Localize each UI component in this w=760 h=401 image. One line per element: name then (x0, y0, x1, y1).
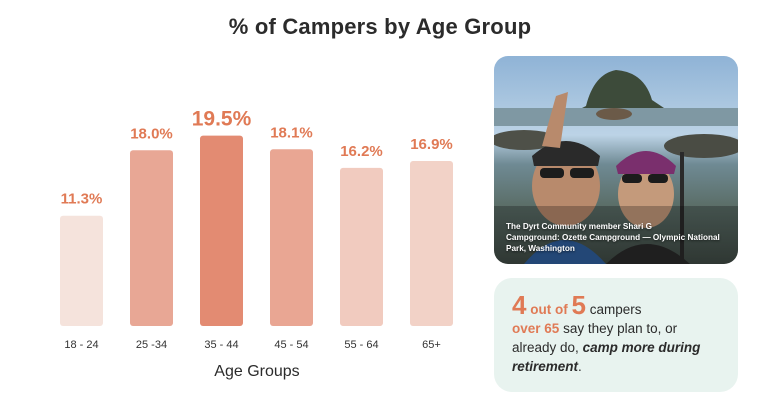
bar-35-44 (200, 135, 243, 326)
value-label: 11.3% (61, 191, 103, 208)
caption-campground: Campground: Ozette Campground — Olympic … (506, 233, 720, 253)
value-label: 18.1% (270, 124, 313, 141)
stat-number-4: 4 (512, 290, 527, 320)
stat-emphasis: camp more during retirement (512, 340, 701, 374)
chart-title: % of Campers by Age Group (228, 14, 532, 39)
stat-text: say they plan to, or already do, (512, 321, 678, 355)
value-label: 16.9% (410, 136, 453, 153)
category-label: 35 - 44 (204, 339, 238, 351)
stat-campers: campers (589, 302, 642, 317)
stat-out-of: out of (530, 302, 568, 317)
bar-65+ (410, 161, 453, 326)
bar-chart: 11.3% 18 - 24 18.0% 25 -34 19.5% 35 - 44 18.1%… (60, 108, 453, 380)
caption-member: The Dyrt Community member Shari G (506, 222, 653, 231)
category-label: 55 - 64 (344, 339, 378, 351)
category-label: 45 - 54 (274, 339, 308, 351)
photo-caption: The Dyrt Community member Shari G Campgr… (506, 221, 730, 254)
bar-55-64 (340, 167, 383, 326)
value-label: 16.2% (340, 143, 383, 160)
camper-photo: The Dyrt Community member Shari G Campgr… (494, 56, 738, 264)
stat-number-5: 5 (571, 290, 586, 320)
value-label: 19.5% (192, 108, 252, 131)
bar-45-54 (270, 149, 313, 326)
bar-25-34 (130, 150, 173, 326)
stat-callout-card: 4 out of 5 campers over 65 say they plan… (494, 278, 738, 392)
photo-illustration (494, 70, 738, 264)
category-label: 25 -34 (136, 339, 167, 351)
bar-18-24 (60, 215, 103, 326)
stat-period: . (578, 359, 582, 374)
category-label: 65+ (422, 339, 441, 351)
stat-over-65: over 65 (512, 321, 560, 336)
x-axis-label: Age Groups (214, 363, 299, 380)
value-label: 18.0% (130, 125, 173, 142)
category-label: 18 - 24 (64, 339, 98, 351)
